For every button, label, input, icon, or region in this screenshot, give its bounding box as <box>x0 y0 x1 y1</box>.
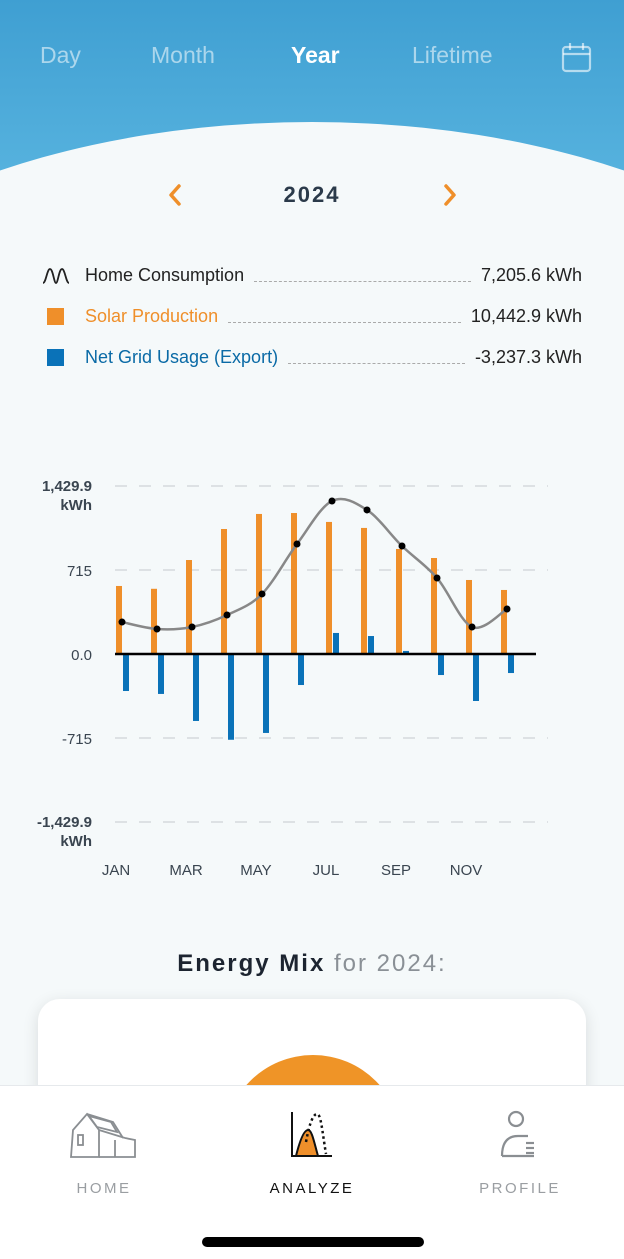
y-tick-unit: kWh <box>60 497 92 514</box>
energy-chart: 1,429.9 kWh 715 0.0 -715 -1,429.9 kWh JAN MAR MAY… <box>37 478 548 879</box>
tab-month[interactable]: Month <box>151 42 215 68</box>
consumption-point <box>398 542 406 550</box>
next-year-button[interactable] <box>435 178 465 212</box>
consumption-point <box>433 574 441 582</box>
nav-analyze[interactable]: ANALYZE <box>232 1110 392 1197</box>
net-grid-bar <box>123 654 129 692</box>
consumption-point <box>188 623 196 631</box>
net-grid-bar <box>508 654 514 674</box>
net-grid-bar <box>263 654 269 733</box>
y-tick-label: 715 <box>67 563 92 580</box>
net-grid-bar <box>158 654 164 694</box>
tab-day[interactable]: Day <box>40 42 81 68</box>
solar-bar <box>186 560 192 654</box>
y-tick-label: 1,429.9 <box>42 478 92 495</box>
consumption-point <box>468 623 476 631</box>
y-tick-unit: kWh <box>60 833 92 850</box>
solar-bar <box>396 548 402 654</box>
x-tick-label: NOV <box>450 862 483 879</box>
net-grid-bar <box>228 654 234 740</box>
nav-profile[interactable]: PROFILE <box>440 1110 600 1197</box>
energy-mix-title: Energy Mix for 2024: <box>177 950 447 977</box>
consumption-point <box>328 497 336 505</box>
blue-square-icon <box>42 348 70 368</box>
analyze-chart-icon <box>291 1112 332 1157</box>
x-tick-label: MAY <box>240 862 271 879</box>
x-tick-label: SEP <box>381 862 411 879</box>
net-grid-bar <box>368 636 374 654</box>
nav-home[interactable]: HOME <box>24 1110 184 1197</box>
header: Day Month Year Lifetime <box>0 0 624 175</box>
home-indicator[interactable] <box>202 1237 424 1247</box>
consumption-point <box>153 625 161 633</box>
period-tabs: Day Month Year Lifetime <box>0 42 624 74</box>
orange-square-icon <box>42 307 70 327</box>
y-tick-label: -715 <box>62 731 92 748</box>
bottom-nav: HOME ANALYZE PROFILE <box>0 1085 624 1259</box>
y-tick-label: 0.0 <box>71 647 92 664</box>
solar-bar <box>501 589 507 654</box>
solar-bar <box>151 588 157 654</box>
year-navigator: 2024 <box>0 178 624 212</box>
solar-bar <box>431 558 437 654</box>
chart-legend: Home Consumption 7,205.6 kWh Solar Produ… <box>42 255 582 378</box>
consumption-point <box>293 540 301 548</box>
x-tick-label: MAR <box>169 862 203 879</box>
legend-net-grid-usage: Net Grid Usage (Export) -3,237.3 kWh <box>42 337 582 378</box>
legend-home-consumption: Home Consumption 7,205.6 kWh <box>42 255 582 296</box>
solar-bar <box>466 579 472 654</box>
solar-bar <box>221 528 227 654</box>
consumption-point <box>118 618 126 626</box>
calendar-icon[interactable] <box>561 42 592 73</box>
house-icon <box>70 1112 136 1158</box>
consumption-point <box>363 506 371 514</box>
solar-bar <box>256 513 262 654</box>
profile-icon <box>500 1110 534 1158</box>
net-grid-bar <box>473 654 479 701</box>
consumption-point <box>223 611 231 619</box>
solar-bar <box>361 527 367 654</box>
net-grid-bar <box>193 654 199 721</box>
consumption-line <box>121 497 508 631</box>
y-tick-label: -1,429.9 <box>37 814 92 831</box>
consumption-point <box>503 605 511 613</box>
net-grid-bar <box>298 654 304 686</box>
wave-icon <box>42 266 70 286</box>
solar-bar <box>326 521 332 654</box>
solar-bar <box>291 513 297 654</box>
legend-solar-production: Solar Production 10,442.9 kWh <box>42 296 582 337</box>
net-grid-bar <box>403 650 409 654</box>
net-grid-bar <box>438 654 444 676</box>
tab-year[interactable]: Year <box>291 42 340 68</box>
previous-year-button[interactable] <box>160 178 190 212</box>
tab-lifetime[interactable]: Lifetime <box>412 42 493 68</box>
x-tick-label: JAN <box>102 862 130 879</box>
net-grid-bar <box>333 632 339 654</box>
x-tick-label: JUL <box>313 862 340 879</box>
header-curve <box>0 122 624 175</box>
year-label: 2024 <box>283 182 341 207</box>
consumption-point <box>258 590 266 598</box>
solar-bar <box>116 585 122 654</box>
